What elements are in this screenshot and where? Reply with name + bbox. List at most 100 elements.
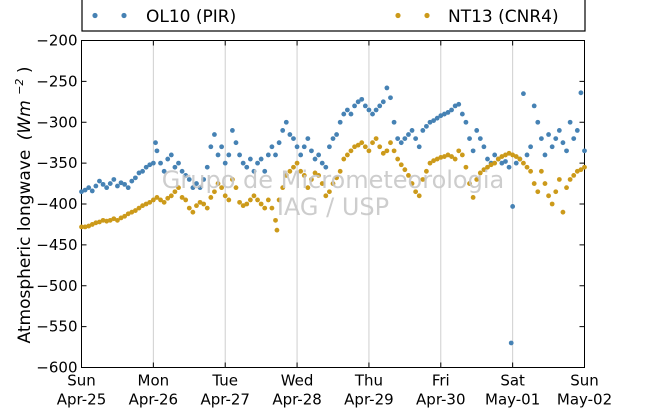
nt13-point [129,209,135,215]
legend-label-nt13: NT13 (CNR4) [448,7,559,27]
nt13-point [140,203,145,209]
ol10-point [344,107,350,113]
x-tick-label-day: Tue [211,372,238,390]
y-tick-label: −500 [36,277,77,295]
nt13-point [449,154,454,159]
nt13-point [373,136,379,142]
nt13-point [136,205,142,211]
ol10-point [470,148,476,154]
ol10-point [316,152,322,158]
ol10-point [416,144,422,150]
ol10-point [190,185,196,191]
nt13-point [564,185,569,191]
nt13-point [118,215,124,221]
nt13-point [269,205,275,211]
nt13-point [255,197,260,203]
ol10-point [508,340,514,346]
nt13-point [208,195,214,200]
nt13-point [237,199,242,205]
x-tick-label-day: Thu [354,372,383,390]
nt13-point [521,160,526,166]
nt13-point [488,162,494,168]
ol10-point [467,136,472,142]
ol10-point [542,152,548,158]
ol10-point [132,175,138,181]
nt13-point [186,205,192,211]
nt13-point [280,185,286,191]
x-tick-label-date: Apr-27 [200,391,250,409]
ol10-point [111,177,117,182]
ol10-point [438,113,444,119]
ol10-point [578,90,584,96]
ol10-point [258,156,264,162]
nt13-point [409,181,415,186]
ol10-point [158,160,163,166]
nt13-point [301,172,307,178]
y-tick-label: −450 [36,236,77,254]
ol10-point [362,103,368,109]
ol10-point [330,136,336,142]
nt13-point [168,193,174,199]
ol10-point [352,103,357,109]
nt13-point [567,177,573,182]
nt13-point [459,152,465,158]
nt13-point [463,164,469,170]
ol10-point [312,156,318,162]
ol10-point [574,128,580,133]
legend-marker-nt13 [424,12,430,19]
nt13-point [97,219,102,225]
ol10-point [305,136,311,142]
ol10-point [348,111,354,117]
ol10-point [456,101,462,107]
axes: SunApr-25MonApr-26TueApr-27WedApr-28ThuA… [36,32,612,409]
nt13-point [344,152,350,158]
nt13-point [513,154,519,159]
y-tick-label: −600 [36,359,77,377]
nt13-point [86,223,92,229]
ol10-point [499,160,505,166]
nt13-point [265,197,271,203]
ol10-point [567,119,573,125]
ol10-point [564,148,569,154]
nt13-point [474,177,480,182]
ol10-point [265,152,271,158]
ol10-point [452,103,458,109]
nt13-point [262,205,268,211]
nt13-point [319,181,325,186]
ol10-point [172,164,178,170]
ol10-point [323,164,329,170]
ol10-point [237,152,242,158]
legend-marker-nt13 [395,12,401,19]
nt13-point [183,197,189,203]
nt13-point [172,189,178,195]
ol10-point [153,140,158,146]
ol10-point [86,185,92,191]
y-tick-label: −350 [36,154,77,172]
nt13-point [107,217,113,223]
nt13-point [359,140,365,146]
x-tick-label-day: Mon [138,372,170,390]
x-tick-label-date: Apr-28 [272,391,322,409]
nt13-point [147,199,153,205]
nt13-point [477,170,483,176]
ol10-point [230,128,235,133]
nt13-point [542,181,548,186]
nt13-point [506,150,512,156]
nt13-point [251,193,257,199]
nt13-point [197,199,203,205]
ol10-point [492,152,498,158]
ol10-point [301,144,307,150]
nt13-point [503,152,508,158]
nt13-point [398,162,404,168]
ol10-point [179,168,185,174]
y-tick-label: −550 [36,318,77,336]
ol10-point [280,128,286,133]
ol10-point [503,159,508,164]
nt13-point [402,167,408,173]
ol10-point [377,103,383,109]
nt13-point [115,217,120,223]
ol10-point [359,96,365,102]
ol10-point [269,144,275,150]
nt13-point [158,197,163,203]
